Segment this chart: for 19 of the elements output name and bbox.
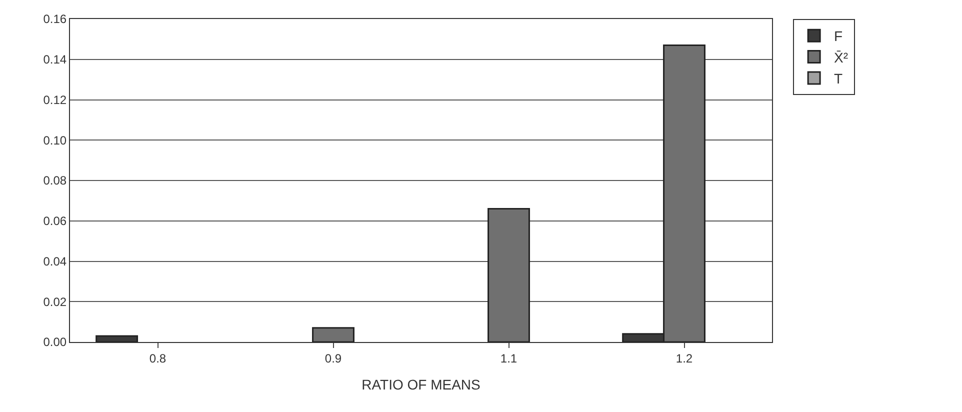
x-tick-label: 1.2 (676, 351, 693, 366)
x-tick-label: 1.1 (500, 351, 518, 366)
y-tick-label: 0.06 (43, 214, 67, 228)
legend-label: F (834, 28, 843, 44)
legend-label: X̄² (834, 49, 848, 66)
bar (488, 208, 530, 342)
x-axis-title: RATIO OF MEANS (362, 376, 480, 393)
x-tick-label: 0.9 (324, 351, 342, 366)
y-tick-label: 0.00 (43, 335, 67, 350)
bar (312, 327, 354, 342)
y-tick-label: 0.02 (43, 294, 67, 309)
y-tick-label: 0.04 (43, 254, 67, 268)
y-tick-label: 0.08 (43, 174, 67, 188)
y-tick-label: 0.14 (43, 52, 67, 67)
x-tick-label: 0.8 (149, 351, 166, 366)
legend-label: T (834, 70, 844, 86)
y-tick-label: 0.12 (43, 92, 67, 107)
y-tick-label: 0.16 (43, 12, 67, 26)
y-tick-label: 0.10 (43, 133, 67, 148)
